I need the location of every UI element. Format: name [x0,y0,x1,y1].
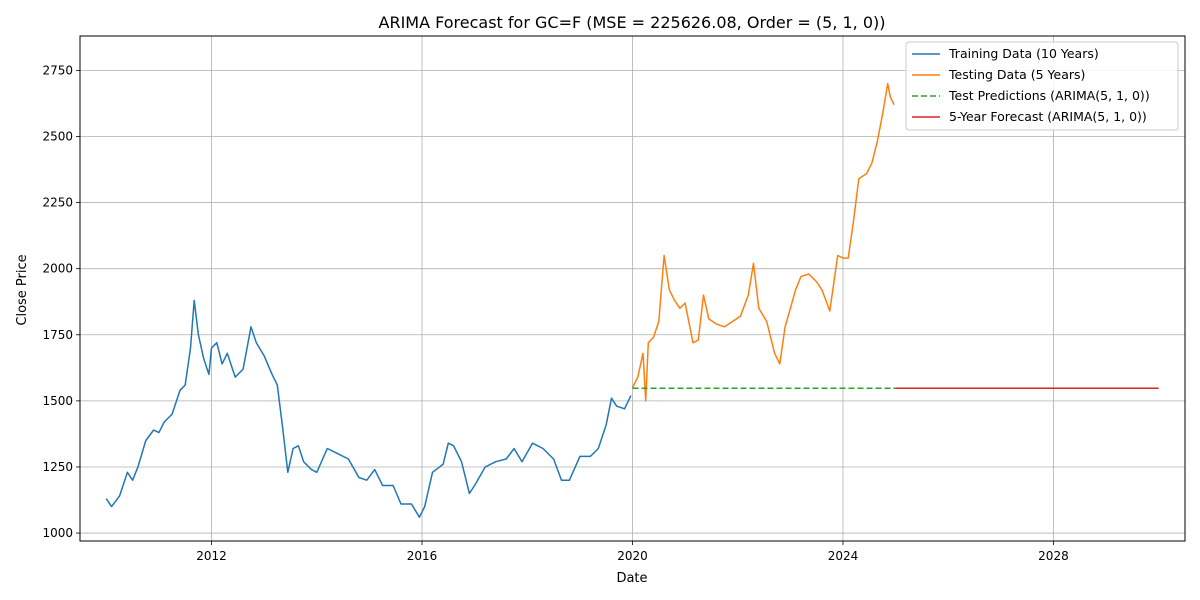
legend: Training Data (10 Years) Testing Data (5 … [905,41,1179,131]
legend-label: Testing Data (5 Years) [948,67,1085,82]
y-tick-label: 1000 [42,526,73,540]
legend-box [905,41,1179,131]
plot-series [105,82,1159,518]
x-tick-label: 2024 [828,549,859,563]
x-tick-label: 2016 [407,549,438,563]
y-tick-label: 2500 [42,129,73,143]
x-tick-label: 2020 [617,549,648,563]
series-line-training-data-10-years [105,299,632,518]
chart-title: ARIMA Forecast for GC=F (MSE = 225626.08… [379,13,886,32]
y-axis-label: Close Price [15,254,30,325]
y-tick-label: 1500 [42,394,73,408]
axis-ticks: 2012 2016 2020 2024 2028 1000 1250 1500 1750 2000… [42,63,1068,563]
series-line-testing-data-5-years [631,82,895,402]
y-tick-label: 1750 [42,328,73,342]
y-tick-label: 2750 [42,63,73,77]
x-axis-label: Date [616,571,647,586]
legend-label: Test Predictions (ARIMA(5, 1, 0)) [948,88,1150,103]
x-tick-label: 2028 [1038,549,1069,563]
legend-label: Training Data (10 Years) [948,46,1099,61]
y-tick-label: 2000 [42,262,73,276]
x-tick-label: 2012 [196,549,227,563]
y-tick-label: 1250 [42,460,73,474]
y-tick-label: 2250 [42,196,73,210]
legend-label: 5-Year Forecast (ARIMA(5, 1, 0)) [949,109,1147,124]
